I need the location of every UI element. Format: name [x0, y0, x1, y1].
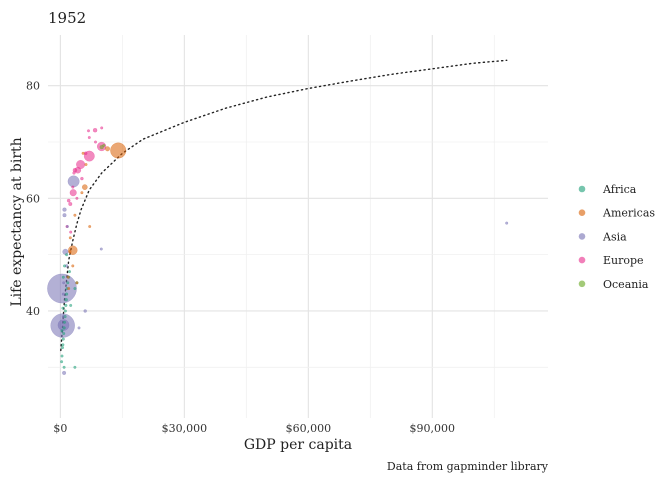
- point-europe: [80, 176, 84, 181]
- point-americas: [68, 236, 72, 240]
- point-africa: [60, 346, 65, 350]
- legend-label-asia: Asia: [602, 230, 627, 243]
- point-asia: [62, 207, 67, 212]
- point-asia: [62, 370, 67, 375]
- x-axis-label: GDP per capita: [244, 437, 352, 453]
- point-europe: [100, 126, 104, 130]
- point-americas: [81, 151, 85, 155]
- point-africa: [62, 326, 66, 330]
- point-africa: [63, 309, 67, 313]
- point-asia: [99, 247, 103, 251]
- point-europe: [69, 230, 73, 234]
- tick-labels: $0 $30,000 $60,000 $90,000 40 60 80: [26, 80, 455, 435]
- point-africa: [64, 303, 68, 308]
- y-tick-label: 80: [26, 80, 40, 93]
- x-tick-label: $30,000: [162, 422, 208, 435]
- data-points: [47, 126, 509, 375]
- point-africa: [66, 281, 70, 285]
- point-africa: [61, 337, 65, 341]
- legend: Africa Americas Asia Europe Oceania: [578, 183, 655, 291]
- legend-swatch-africa: [578, 185, 586, 193]
- trend-line: [60, 59, 508, 352]
- y-tick-label: 40: [26, 305, 40, 318]
- point-americas: [110, 142, 127, 159]
- point-asia: [83, 309, 87, 313]
- point-europe: [93, 140, 98, 144]
- point-americas: [66, 275, 70, 279]
- legend-swatch-europe: [578, 256, 586, 264]
- point-europe: [92, 127, 98, 133]
- point-europe: [75, 196, 79, 200]
- point-asia: [62, 213, 67, 218]
- legend-swatch-americas: [578, 209, 586, 216]
- y-axis-label: Life expectancy at birth: [9, 137, 25, 306]
- point-americas: [80, 191, 84, 195]
- point-asia: [61, 292, 65, 296]
- point-americas: [67, 286, 71, 291]
- point-asia: [61, 315, 65, 319]
- point-americas: [73, 213, 77, 217]
- point-africa: [60, 354, 64, 358]
- point-asia: [65, 224, 69, 229]
- point-asia: [47, 273, 77, 304]
- point-europe: [68, 201, 73, 207]
- point-africa: [65, 253, 69, 257]
- point-africa: [61, 275, 65, 279]
- point-asia: [67, 175, 80, 188]
- point-asia: [62, 281, 66, 285]
- point-asia: [57, 319, 70, 331]
- point-africa: [67, 270, 72, 274]
- point-africa: [69, 303, 73, 307]
- point-africa: [64, 297, 68, 302]
- legend-label-africa: Africa: [602, 183, 637, 196]
- chart-title: 1952: [48, 9, 86, 27]
- legend-label-europe: Europe: [603, 254, 644, 267]
- point-americas: [84, 162, 88, 167]
- point-africa: [60, 360, 64, 364]
- point-africa: [61, 306, 65, 310]
- legend-label-americas: Americas: [602, 207, 655, 220]
- point-americas: [68, 250, 72, 254]
- point-asia: [505, 221, 509, 225]
- point-africa: [62, 264, 67, 268]
- point-oceania: [99, 144, 104, 150]
- point-africa: [62, 320, 67, 324]
- point-europe: [87, 135, 91, 140]
- x-tick-label: $90,000: [410, 422, 456, 435]
- grid: [48, 35, 548, 418]
- point-africa: [60, 329, 64, 333]
- point-americas: [81, 184, 88, 190]
- x-tick-label: $60,000: [286, 422, 332, 435]
- point-europe: [71, 185, 75, 189]
- legend-label-oceania: Oceania: [603, 278, 649, 291]
- point-europe: [86, 129, 91, 133]
- point-africa: [62, 331, 66, 336]
- point-americas: [104, 146, 111, 152]
- x-tick-label: $0: [53, 422, 67, 435]
- point-europe: [69, 189, 77, 197]
- chart-caption: Data from gapminder library: [387, 460, 549, 473]
- point-africa: [64, 292, 69, 296]
- point-asia: [77, 326, 81, 330]
- point-americas: [88, 224, 92, 229]
- point-africa: [61, 343, 65, 347]
- legend-swatch-oceania: [578, 280, 586, 288]
- point-africa: [73, 286, 77, 291]
- point-americas: [75, 281, 79, 285]
- point-europe: [66, 198, 71, 203]
- point-africa: [62, 365, 66, 369]
- point-africa: [73, 365, 77, 369]
- point-europe: [72, 171, 76, 175]
- point-oceania: [102, 143, 106, 147]
- point-americas: [71, 264, 75, 268]
- legend-swatch-asia: [578, 233, 586, 240]
- y-tick-label: 60: [26, 192, 40, 205]
